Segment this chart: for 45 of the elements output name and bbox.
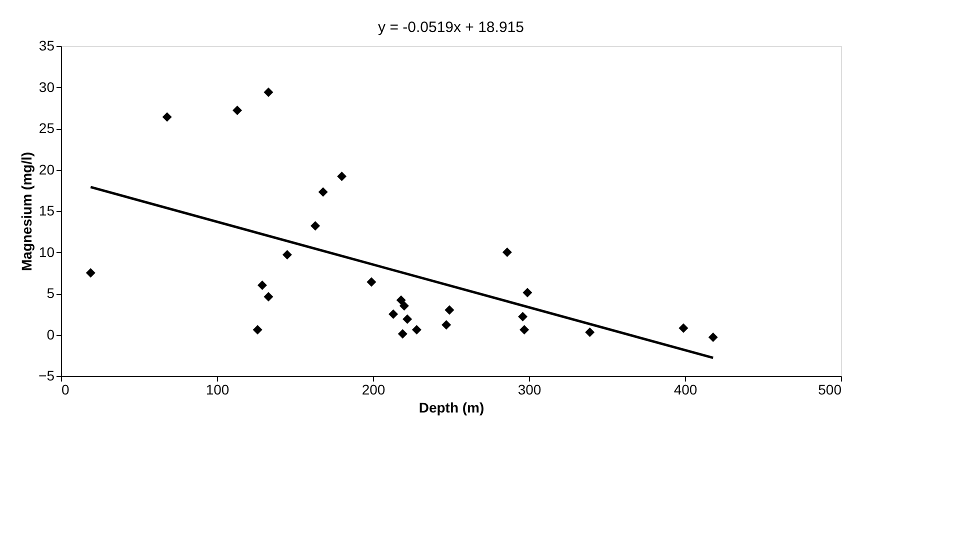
x-tick-label: 500 [818, 382, 842, 398]
y-axis-title: Magnesium (mg/l) [18, 152, 35, 272]
point [678, 323, 688, 333]
y-tick-label: −5 [38, 368, 55, 384]
point [337, 172, 347, 182]
point [252, 325, 262, 335]
x-tick-label: 400 [674, 382, 698, 398]
point [585, 328, 595, 338]
point [366, 277, 376, 287]
x-axis-title: Depth (m) [418, 400, 484, 416]
x-tick-label: 0 [62, 382, 70, 398]
y-tick-label: 15 [38, 202, 55, 218]
point [518, 312, 528, 322]
x-tick-label: 300 [518, 382, 542, 398]
point [396, 295, 406, 305]
point [412, 325, 422, 335]
y-tick-label: 30 [38, 78, 55, 95]
y-tick-label: 5 [46, 285, 55, 301]
y-tick-label: 0 [46, 326, 55, 342]
point [708, 332, 718, 342]
x-tick-label: 200 [362, 382, 386, 398]
point [318, 187, 328, 197]
point [162, 112, 172, 122]
point [522, 288, 532, 298]
point [444, 305, 454, 315]
y-tick-label: 10 [38, 244, 55, 260]
point [257, 280, 267, 290]
point [86, 268, 96, 278]
point [442, 320, 452, 330]
point [232, 106, 242, 116]
point [502, 248, 512, 257]
point [282, 250, 292, 260]
point [310, 221, 320, 231]
point [399, 301, 409, 311]
point [388, 309, 398, 319]
y-tick-label: 20 [38, 161, 55, 178]
y-tick-label: 35 [38, 38, 55, 54]
point [520, 325, 530, 335]
point [264, 87, 274, 97]
x-tick-label: 100 [206, 382, 230, 398]
point [402, 314, 412, 324]
point [264, 292, 274, 302]
y-tick-label: 25 [38, 120, 55, 136]
text: y = -0.0519x + 18.915 [378, 19, 524, 36]
point [398, 329, 408, 339]
